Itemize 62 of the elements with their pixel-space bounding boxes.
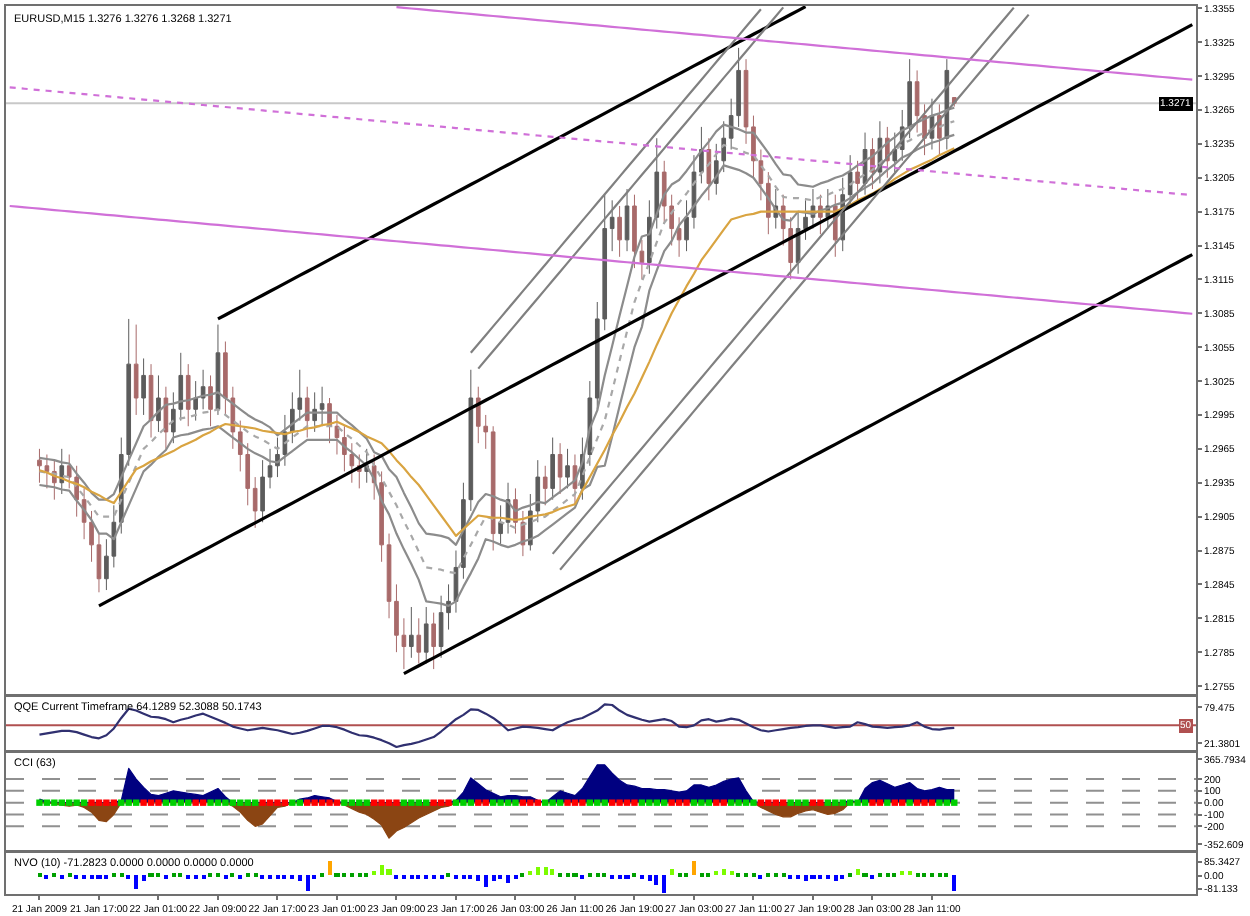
bar: [380, 864, 384, 875]
candlestick: [617, 205, 622, 258]
candlestick: [416, 617, 422, 664]
bar: [536, 866, 540, 875]
bar: [134, 874, 138, 889]
candlestick: [312, 391, 317, 433]
bar: [386, 868, 392, 875]
bar: [692, 860, 696, 875]
line-series: [8, 204, 1194, 315]
candlestick: [855, 160, 860, 201]
line-series: [395, 6, 1194, 81]
bar: [142, 874, 146, 881]
candlestick: [423, 606, 429, 664]
bar: [804, 874, 808, 881]
candlestick: [498, 504, 503, 546]
bar: [306, 874, 310, 891]
bar: [662, 874, 666, 893]
bar: [670, 868, 674, 875]
bar: [654, 874, 658, 885]
candlestick: [654, 137, 660, 230]
bar: [550, 868, 554, 875]
candlestick: [647, 199, 652, 275]
candlestick: [156, 374, 161, 433]
candlestick: [557, 442, 563, 495]
candlestick: [133, 324, 139, 416]
candlestick: [148, 363, 154, 439]
candlestick: [550, 437, 555, 501]
bar: [492, 874, 496, 881]
line-series: [97, 23, 1194, 608]
candlestick: [193, 380, 198, 422]
candlestick: [431, 612, 436, 670]
bar: [834, 874, 838, 881]
candlestick: [624, 188, 630, 252]
bar: [952, 874, 956, 891]
candlestick: [185, 363, 191, 427]
bar: [544, 866, 548, 875]
candlestick: [639, 239, 645, 280]
candlestick: [319, 386, 325, 427]
candlestick: [542, 465, 548, 506]
bar: [484, 874, 488, 887]
candlestick: [676, 216, 682, 258]
candlestick: [208, 374, 213, 427]
bar: [298, 874, 302, 881]
candlestick: [914, 69, 920, 134]
candlestick: [215, 324, 221, 416]
candlestick: [409, 606, 414, 659]
bar: [506, 874, 510, 883]
candlestick: [475, 386, 481, 444]
line-series: [38, 703, 956, 749]
candlestick: [565, 448, 570, 489]
bar: [476, 874, 480, 881]
bar: [648, 874, 652, 881]
candlestick: [304, 386, 310, 439]
candlestick: [163, 386, 169, 450]
candlestick: [141, 357, 146, 416]
bar: [328, 860, 332, 875]
candlestick: [632, 194, 637, 269]
candlestick: [706, 137, 712, 201]
bar: [722, 868, 726, 875]
candlestick: [37, 448, 42, 484]
bar: [856, 868, 860, 875]
line-series: [402, 252, 1194, 676]
